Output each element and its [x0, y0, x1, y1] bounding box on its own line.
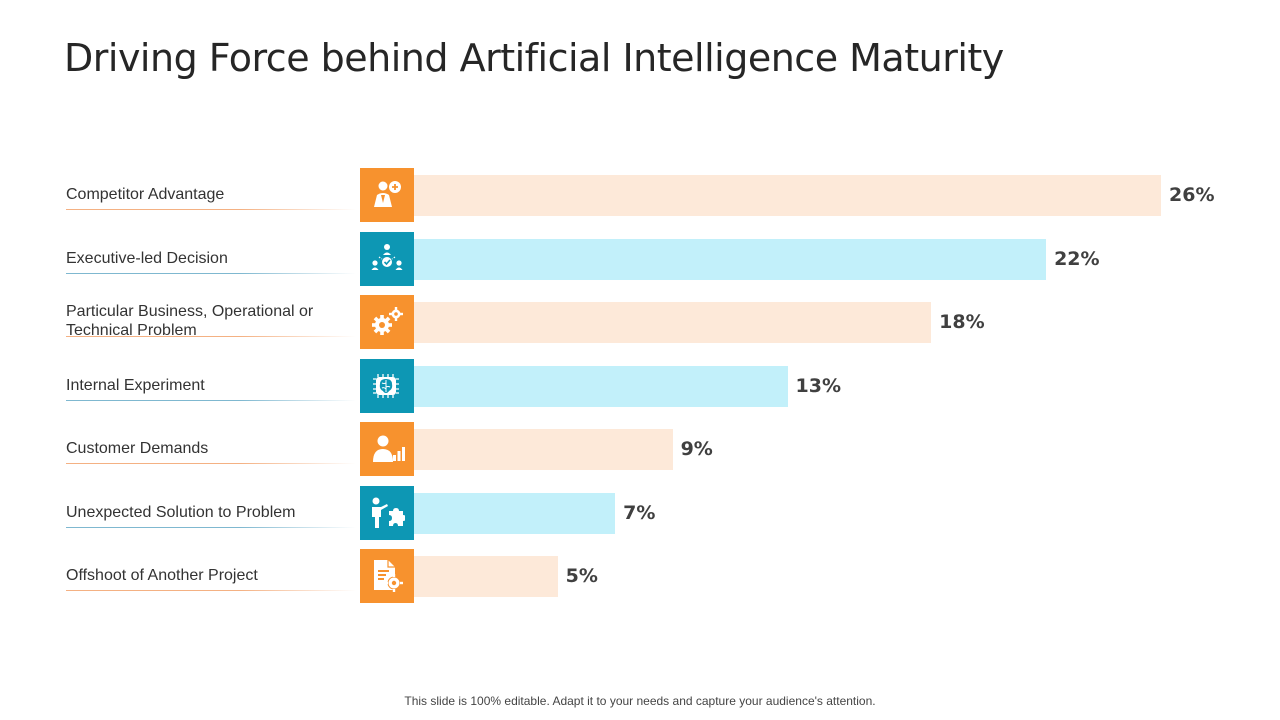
- category-label: Internal Experiment: [66, 376, 205, 394]
- category-icon-box: [360, 422, 414, 476]
- customer-chart-icon: [373, 435, 405, 462]
- bar: [414, 429, 673, 470]
- team-decision-icon: [371, 244, 403, 270]
- category-label: Unexpected Solution to Problem: [66, 503, 296, 521]
- bar-value-label: 22%: [1054, 248, 1100, 270]
- label-underline: [66, 463, 356, 464]
- document-gear-icon: [374, 560, 403, 592]
- bar-value-label: 5%: [565, 565, 598, 587]
- bar: [414, 493, 616, 534]
- bar-value-label: 18%: [939, 311, 985, 333]
- bar: [414, 556, 558, 597]
- brain-chip-icon: [373, 374, 399, 398]
- category-label: Executive-led Decision: [66, 249, 228, 267]
- person-puzzle-icon: [372, 497, 405, 528]
- bar-value-label: 26%: [1169, 184, 1215, 206]
- bar: [414, 302, 932, 343]
- category-label: Customer Demands: [66, 439, 209, 457]
- businessman-plus-icon: [374, 181, 401, 207]
- category-label: Competitor Advantage: [66, 185, 225, 203]
- category-label: Particular Business, Operational or Tech…: [66, 303, 314, 339]
- bar-value-label: 7%: [623, 502, 656, 524]
- bar-value-label: 9%: [680, 438, 713, 460]
- label-underline: [66, 590, 356, 591]
- gears-icon: [372, 307, 403, 335]
- label-underline: [66, 336, 356, 337]
- category-icon-box: [360, 295, 414, 349]
- label-underline: [66, 400, 356, 401]
- bar: [414, 239, 1047, 280]
- label-underline: [66, 209, 356, 210]
- bar: [414, 366, 788, 407]
- page-title: Driving Force behind Artificial Intellig…: [64, 36, 1004, 80]
- category-icon-box: [360, 486, 414, 540]
- label-underline: [66, 273, 356, 274]
- category-icon-box: [360, 168, 414, 222]
- category-icon-box: [360, 359, 414, 413]
- footer-note: This slide is 100% editable. Adapt it to…: [404, 694, 876, 708]
- category-icon-box: [360, 232, 414, 286]
- category-label: Offshoot of Another Project: [66, 566, 258, 584]
- label-underline: [66, 527, 356, 528]
- bar-value-label: 13%: [795, 375, 841, 397]
- category-icon-box: [360, 549, 414, 603]
- bar: [414, 175, 1161, 216]
